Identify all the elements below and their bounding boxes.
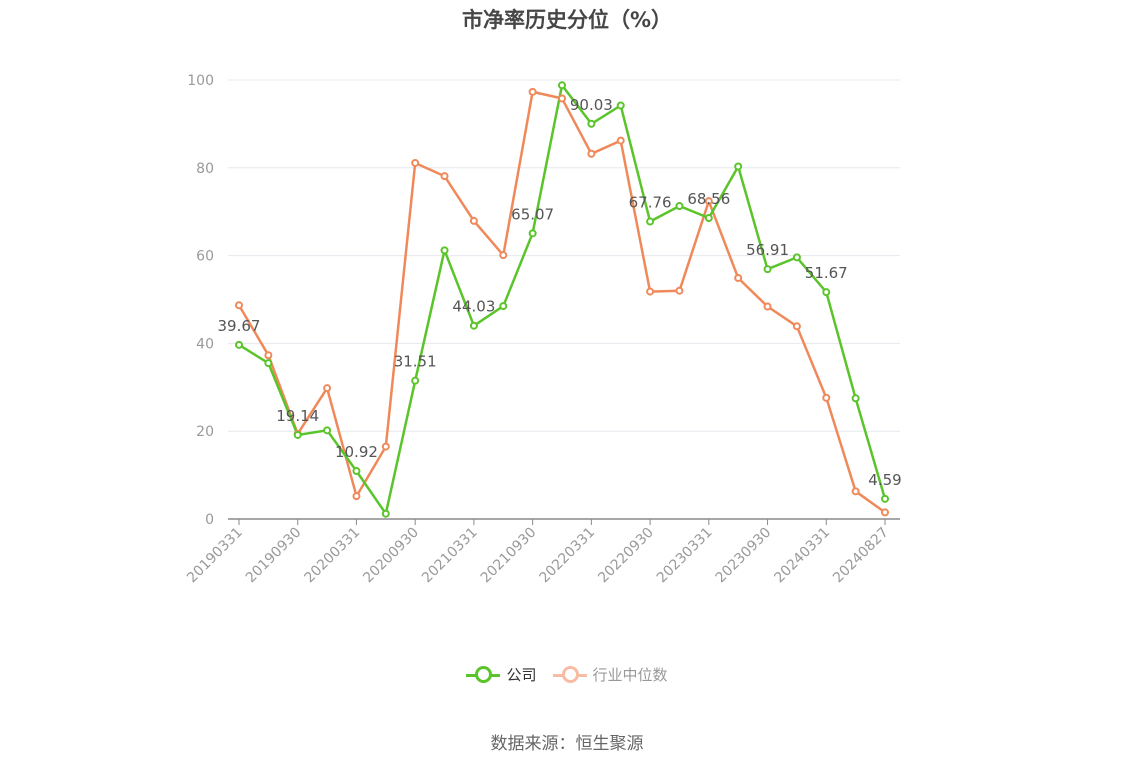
series-0-point-20 <box>822 288 831 297</box>
x-tick-label-20230331: 20230331 <box>654 525 716 587</box>
y-tick-label-60: 60 <box>196 249 214 265</box>
x-tick-label-20240331: 20240331 <box>771 525 833 587</box>
x-axis: 2019033120190930202003312020093020210331… <box>184 518 900 587</box>
series-1-point-10 <box>528 87 537 96</box>
y-tick-label-100: 100 <box>187 73 214 89</box>
series-0-point-21 <box>851 394 860 403</box>
data-source: 数据来源：恒生聚源 <box>490 734 644 754</box>
series-0-point-14 <box>646 217 655 226</box>
x-tick-label-20220331: 20220331 <box>536 525 598 587</box>
series-0-point-22 <box>881 494 889 503</box>
legend-item-industry[interactable]: 行业中位数 <box>552 664 668 685</box>
series-1-point-15 <box>675 286 684 295</box>
series-1-point-17 <box>734 273 743 282</box>
series-0-point-13 <box>616 101 625 110</box>
series-0-point-4 <box>352 467 361 476</box>
series-0-point-11 <box>558 81 566 90</box>
series-1-point-11 <box>558 94 566 103</box>
x-tick-label-20190331: 20190331 <box>184 525 246 587</box>
series-1-point-21 <box>851 487 860 496</box>
data-label-4: 10.92 <box>335 443 378 461</box>
legend-company-label: 公司 <box>506 666 537 684</box>
series-1-point-18 <box>763 302 772 311</box>
series-1-point-22 <box>881 508 889 517</box>
data-label-18: 56.91 <box>746 241 789 259</box>
series-1-point-13 <box>616 136 625 145</box>
data-label-2: 19.14 <box>276 407 319 425</box>
series-1-point-16 <box>704 197 713 206</box>
data-label-22: 4.59 <box>868 471 901 489</box>
series-1-point-0 <box>235 301 243 310</box>
series-0-point-9 <box>499 302 508 311</box>
series-1-point-1 <box>264 351 273 360</box>
x-tick-label-20200331: 20200331 <box>302 525 364 587</box>
series-1-point-14 <box>646 287 655 296</box>
x-tick-label-20200930: 20200930 <box>360 525 422 587</box>
series-0-point-8 <box>469 321 478 330</box>
series-0-point-17 <box>734 162 743 171</box>
data-labels: 39.67 19.14 10.92 31.51 44.03 65.07 90.03 67.76… <box>218 96 902 489</box>
series-1-point-8 <box>469 216 478 225</box>
data-label-16: 68.56 <box>687 190 730 208</box>
data-label-10: 65.07 <box>511 205 554 223</box>
x-tick-label-20210331: 20210331 <box>419 525 481 587</box>
x-tick-label-20220930: 20220930 <box>595 525 657 587</box>
data-label-14: 67.76 <box>629 194 672 212</box>
series-points <box>235 81 889 518</box>
data-label-6: 31.51 <box>394 353 437 371</box>
series-0-point-0 <box>235 340 243 349</box>
legend-industry-swatch-icon <box>552 665 587 683</box>
legend-item-company[interactable]: 公司 <box>466 664 537 685</box>
y-axis-ticks: 0 20 40 60 80 100 <box>187 73 214 528</box>
series-1-point-4 <box>352 492 361 501</box>
series-1-point-3 <box>323 384 332 393</box>
chart-title: 市净率历史分位（%） <box>461 8 673 32</box>
series-1-point-12 <box>587 149 596 158</box>
series-1-point-7 <box>440 172 449 181</box>
data-label-0: 39.67 <box>218 317 261 335</box>
legend-industry-label: 行业中位数 <box>592 666 668 684</box>
data-label-12: 90.03 <box>570 96 613 114</box>
x-tick-label-20190930: 20190930 <box>243 525 305 587</box>
x-tick-label-20230930: 20230930 <box>713 525 775 587</box>
y-tick-label-0: 0 <box>205 512 214 528</box>
series-1-point-6 <box>411 158 420 167</box>
series-0-point-5 <box>381 509 390 518</box>
data-label-8: 44.03 <box>452 298 495 316</box>
x-tick-label-20210930: 20210930 <box>478 525 540 587</box>
legend-company-swatch-icon <box>466 665 501 683</box>
series-0-point-15 <box>675 201 684 210</box>
series-0-point-1 <box>264 359 273 368</box>
y-tick-label-80: 80 <box>196 161 214 177</box>
series-0-point-12 <box>587 119 596 128</box>
series-0-point-10 <box>528 229 537 238</box>
series-1-point-9 <box>499 251 508 260</box>
data-label-20: 51.67 <box>805 264 848 282</box>
y-tick-label-40: 40 <box>196 336 214 352</box>
x-tick-label-20240827: 20240827 <box>830 525 892 587</box>
y-tick-label-20: 20 <box>196 424 214 440</box>
legend: 公司 行业中位数 <box>0 664 1134 685</box>
series-1-point-20 <box>822 393 831 402</box>
series-0-point-7 <box>440 246 449 255</box>
series-0-point-18 <box>763 265 772 274</box>
series-0-point-2 <box>293 430 302 439</box>
series-0-point-3 <box>323 426 332 435</box>
series-0-point-19 <box>792 253 801 262</box>
series-0-point-6 <box>411 376 420 385</box>
series-1-point-19 <box>792 322 801 331</box>
series-0-point-16 <box>704 214 713 223</box>
series-1-point-5 <box>381 442 390 451</box>
